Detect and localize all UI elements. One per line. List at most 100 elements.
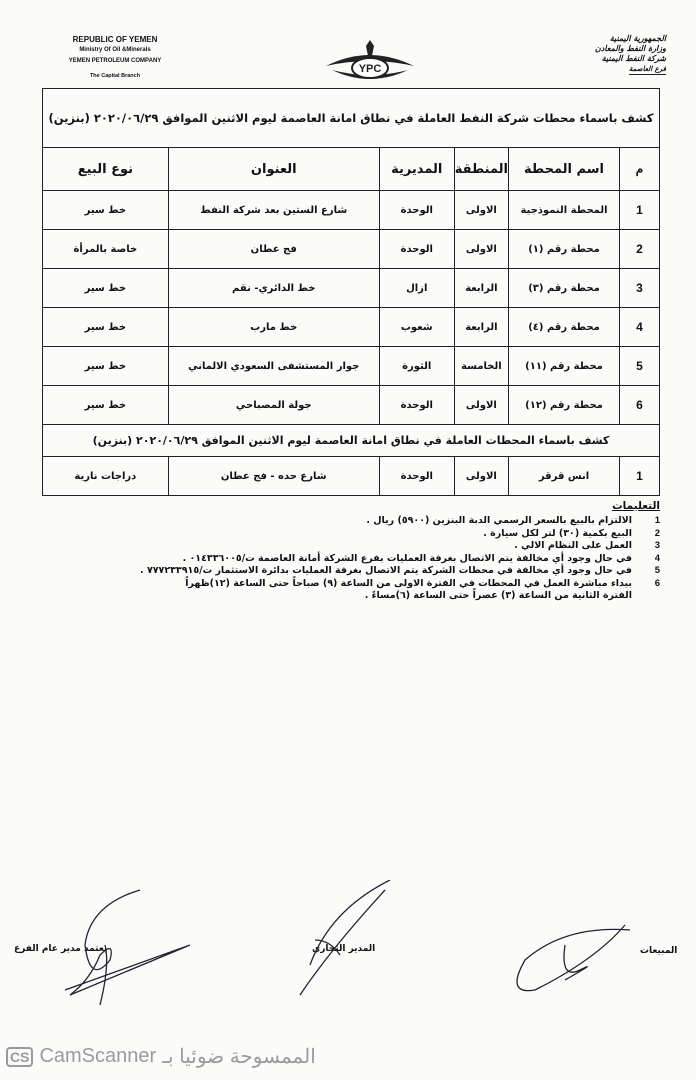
instruction-text: في حال وجود أي مخالفة يتم الاتصال بغرفة … xyxy=(182,552,632,564)
column-header: المديرية xyxy=(378,147,455,191)
english-letterhead: REPUBLIC OF YEMEN Ministry Of Oil &Miner… xyxy=(50,34,180,82)
table-row: 5 محطة رقم (١١) الخامسة الثورة جوار المستشفى… xyxy=(42,346,660,386)
instructions-heading: التعليمات xyxy=(612,500,660,512)
table-cell: شارع حده - فج عطان xyxy=(167,456,380,496)
camscanner-badge: CS xyxy=(6,1046,34,1067)
instruction-text: في حال وجود أي مخالفة في محطات الشركة يت… xyxy=(140,565,632,576)
table-row: 1 المحطة النموذجية الاولى الوحدة شارع الستين… xyxy=(42,190,660,230)
company-logo: YPC xyxy=(326,40,414,79)
sales-signature xyxy=(516,924,631,992)
table-subtitle: كشف باسماء المحطات العاملة في نطاق امانة… xyxy=(42,424,660,457)
table-cell: خط مارب xyxy=(167,307,380,347)
commercial-manager-signature-label: المدير التجاري xyxy=(312,944,376,954)
table-cell: خط سير xyxy=(42,307,169,347)
instruction-item: 3 العمل على النظام الالي . xyxy=(60,540,660,553)
table-cell: 1 xyxy=(619,190,660,230)
table-cell: محطة رقم (١) xyxy=(508,229,620,269)
instruction-text: بيداء مباشرة العمل في المحطات في الفترة … xyxy=(185,577,632,589)
instruction-number: 1 xyxy=(654,515,660,526)
table-cell: انس قرقر xyxy=(508,456,620,496)
table-cell: ازال xyxy=(378,268,455,308)
table-cell: خط سير xyxy=(42,268,169,308)
table-cell: 2 xyxy=(619,229,660,269)
table-cell: الوحدة xyxy=(378,456,455,496)
table-cell: شعوب xyxy=(378,307,455,347)
table-cell: المحطة النموذجية xyxy=(508,190,620,230)
table-cell: شارع الستين بعد شركة النفط xyxy=(167,190,380,230)
instruction-text: العمل على النظام الالي . xyxy=(514,540,632,551)
table-cell: محطة رقم (١١) xyxy=(508,346,620,386)
table-cell: الوحدة xyxy=(378,229,455,269)
table-cell: الاولى xyxy=(453,385,510,425)
table-cell: الاولى xyxy=(453,190,510,230)
table-title: كشف باسماء محطات شركة النفط العاملة في ن… xyxy=(42,88,660,148)
instruction-text: البيع بكمية (٣٠) لتر لكل سيارة . xyxy=(483,527,632,539)
table-row: 1 انس قرقر الاولى الوحدة شارع حده - فج عطان د… xyxy=(42,456,660,496)
instruction-number: 6 xyxy=(654,577,660,589)
instruction-number: 5 xyxy=(654,565,660,576)
table-cell: 4 xyxy=(619,307,660,347)
table-cell: خط الدائري- نقم xyxy=(167,268,380,308)
table-cell: محطة رقم (٤) xyxy=(508,307,620,347)
letterhead-line: الجمهورية اليمنية xyxy=(609,34,666,43)
table-cell: جولة المصباحي xyxy=(167,385,380,425)
column-header: اسم المحطة xyxy=(508,147,620,191)
table-cell: الاولى xyxy=(453,456,510,496)
letterhead-line: The Capital Branch xyxy=(89,73,141,79)
instructions: التعليمات 1 الالتزام بالبيع بالسعر الرسمي… xyxy=(60,500,660,603)
column-header: العنوان xyxy=(167,147,380,191)
column-header: م xyxy=(619,147,660,191)
table-cell: جوار المستشفى السعودي الالماني xyxy=(167,346,380,386)
table-cell: 6 xyxy=(619,385,660,425)
table-cell: خط سير xyxy=(42,385,169,425)
letterhead-line: Ministry Of Oil &Minerals xyxy=(79,47,151,53)
commercial-manager-signature xyxy=(299,880,391,996)
table-cell: 1 xyxy=(619,456,660,496)
stations-table: كشف باسماء محطات شركة النفط العاملة في ن… xyxy=(42,88,660,496)
column-header: المنطقة xyxy=(453,147,510,191)
table-cell: الرابعة xyxy=(453,307,510,347)
instruction-item: 2 البيع بكمية (٣٠) لتر لكل سيارة . xyxy=(60,528,660,541)
table-cell: محطة رقم (١٢) xyxy=(508,385,620,425)
camscanner-watermark: CS CamScanner الممسوحة ضوئيا بـ xyxy=(6,1044,316,1069)
table-row: 3 محطة رقم (٣) الرابعة ازال خط الدائري- نقم خ… xyxy=(42,268,660,308)
table-cell: خاصة بالمرأة xyxy=(42,229,169,269)
table-cell: محطة رقم (٣) xyxy=(508,268,620,308)
table-row: 6 محطة رقم (١٢) الاولى الوحدة جولة المصباحي خ… xyxy=(42,385,660,425)
table-cell: 3 xyxy=(619,268,660,308)
instruction-item: 1 الالتزام بالبيع بالسعر الرسمي الدبة الب… xyxy=(60,515,660,528)
instruction-number: 3 xyxy=(654,540,660,551)
table-row: 2 محطة رقم (١) الاولى الوحدة فج عطان خاصة بال… xyxy=(42,229,660,269)
letterhead-line: شركة النفط اليمنية xyxy=(601,54,666,63)
table-cell: الرابعة xyxy=(453,268,510,308)
sales-signature-label: المبيعات xyxy=(640,946,678,956)
table-cell: فج عطان xyxy=(167,229,380,269)
logo-text: YPC xyxy=(359,63,382,75)
instruction-number: 4 xyxy=(654,552,660,564)
table-cell: الاولى xyxy=(453,229,510,269)
table-cell: 5 xyxy=(619,346,660,386)
table-cell: الوحدة xyxy=(378,190,455,230)
instruction-item: 6 بيداء مباشرة العمل في المحطات في الفترة… xyxy=(60,578,660,591)
instruction-number: 2 xyxy=(654,527,660,539)
arabic-letterhead: الجمهورية اليمنية وزارة النفط والمعادن ش… xyxy=(595,34,666,75)
table-cell: الوحدة xyxy=(378,385,455,425)
camscanner-arabic-text: الممسوحة ضوئيا بـ xyxy=(162,1046,316,1068)
instruction-item: 4 في حال وجود أي مخالفة يتم الاتصال بغرفة… xyxy=(60,553,660,566)
table-cell: دراجات نارية xyxy=(42,456,169,496)
letterhead-line: وزارة النفط والمعادن xyxy=(594,44,666,53)
branch-manager-signature xyxy=(64,889,191,1006)
table-cell: خط سير xyxy=(42,190,169,230)
instruction-item: 5 في حال وجود أي مخالفة في محطات الشركة ي… xyxy=(60,565,660,578)
instruction-text: الالتزام بالبيع بالسعر الرسمي الدبة البن… xyxy=(366,515,632,526)
camscanner-brand: CamScanner xyxy=(39,1045,157,1067)
letterhead-line: فرع العاصمة xyxy=(628,65,666,75)
branch-manager-signature-label: يعتمد مدير عام الفرع xyxy=(14,944,108,954)
table-cell: خط سير xyxy=(42,346,169,386)
table-row: 4 محطة رقم (٤) الرابعة شعوب خط مارب خط سير xyxy=(42,307,660,347)
column-header: نوع البيع xyxy=(42,147,169,191)
table-cell: الثورة xyxy=(378,346,455,386)
instruction-continuation: الفترة الثانية من الساعة (٣) عصراً حتى ا… xyxy=(364,590,632,601)
table-cell: الخامسة xyxy=(453,346,510,386)
letterhead-line: REPUBLIC OF YEMEN xyxy=(72,35,158,44)
